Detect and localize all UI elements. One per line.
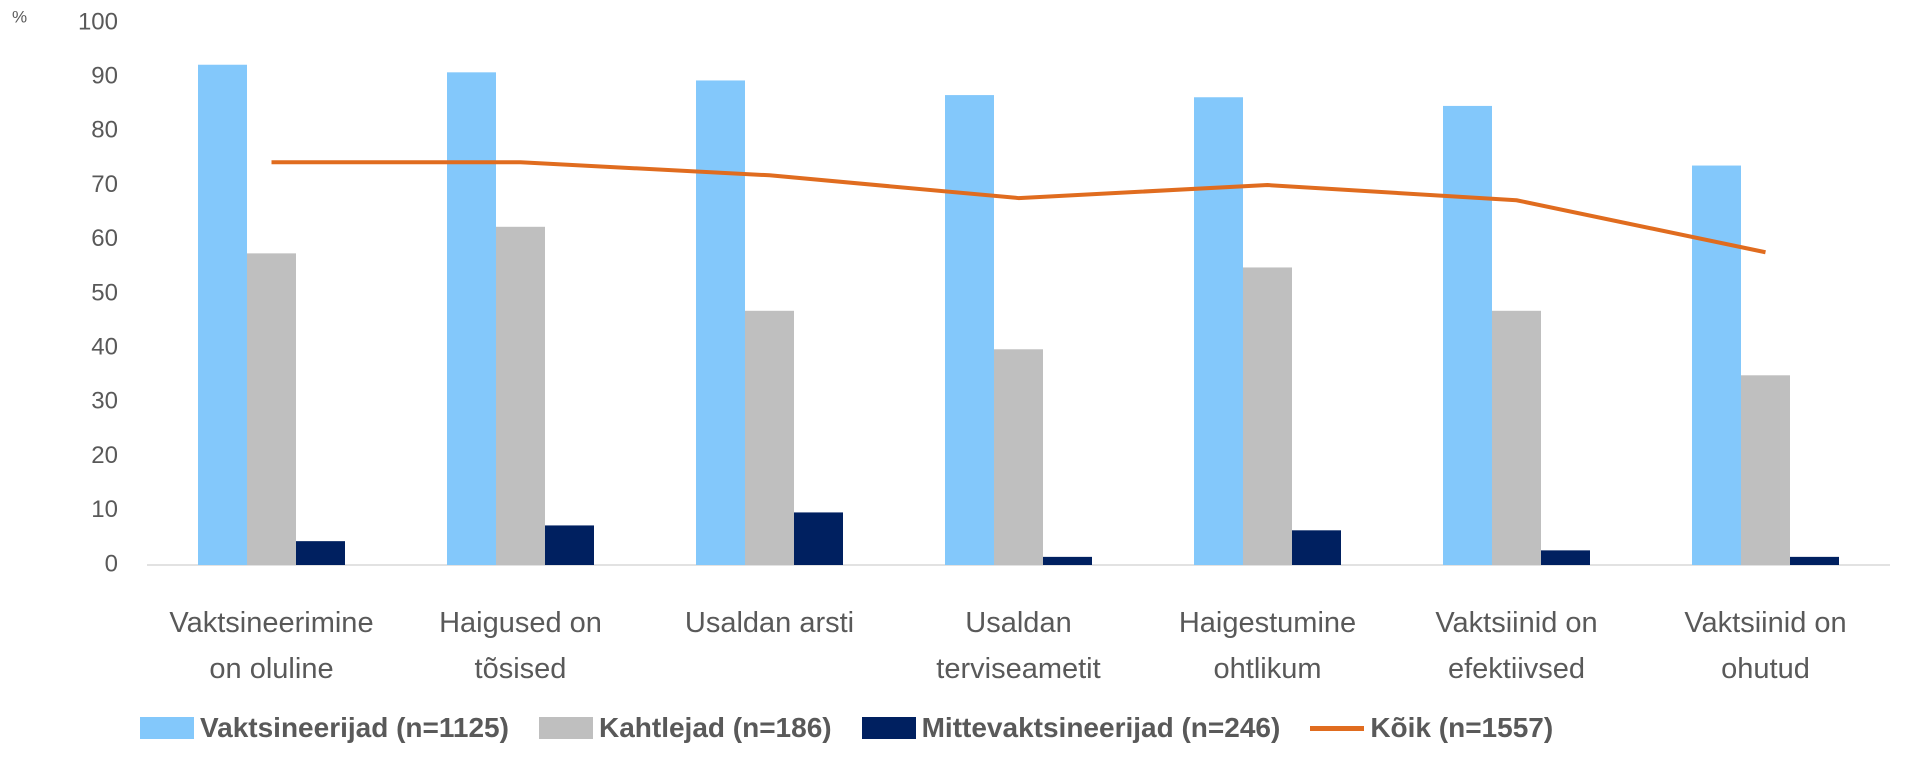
- legend-item: Kõik (n=1557): [1310, 712, 1553, 744]
- bar: [945, 95, 994, 565]
- y-tick-label: 0: [105, 550, 118, 577]
- bar: [1741, 375, 1790, 565]
- y-tick-label: 40: [91, 334, 118, 361]
- bar: [545, 525, 594, 565]
- y-tick-label: 10: [91, 496, 118, 523]
- x-tick-label: Haigused on tõsised: [439, 607, 602, 685]
- bar: [198, 64, 247, 565]
- legend-item: Vaktsineerijad (n=1125): [140, 712, 509, 744]
- legend-swatch: [1310, 725, 1365, 731]
- bar: [447, 72, 496, 566]
- bar: [745, 310, 794, 565]
- bar: [1292, 530, 1341, 565]
- legend-label: Vaktsineerijad (n=1125): [200, 712, 509, 743]
- bar: [994, 349, 1043, 565]
- legend: Vaktsineerijad (n=1125) Kahtlejad (n=186)…: [140, 712, 1583, 744]
- x-tick-label: Haigestumine ohtlikum: [1178, 607, 1357, 685]
- x-tick-label: Usaldan terviseametit: [936, 607, 1101, 685]
- y-tick-label: 70: [91, 171, 118, 198]
- legend-swatch: [538, 717, 593, 739]
- x-tick-label: Usaldan arsti: [684, 607, 855, 639]
- x-tick-label: Vaktsineerimine on oluline: [169, 607, 374, 685]
- y-tick-label: 90: [91, 63, 118, 90]
- bar: [296, 541, 345, 565]
- bar: [247, 253, 296, 565]
- legend-swatch: [861, 717, 916, 739]
- bar: [496, 226, 545, 566]
- y-tick-label: 100: [78, 8, 118, 35]
- y-tick-label: 60: [91, 225, 118, 252]
- legend-item: Mittevaktsineerijad (n=246): [861, 712, 1281, 744]
- bar: [1243, 267, 1292, 565]
- legend-swatch: [140, 717, 194, 739]
- bar: [1043, 556, 1092, 565]
- line: [271, 160, 1766, 255]
- y-axis-label: %: [12, 7, 27, 26]
- bar: [1790, 556, 1839, 565]
- bar: [1194, 97, 1243, 565]
- bar: [696, 80, 745, 566]
- bar: [1443, 105, 1492, 566]
- legend-label: Kõik (n=1557): [1370, 712, 1554, 743]
- bar: [1492, 310, 1541, 565]
- x-tick-label: Vaktsiinid on ohutud: [1684, 607, 1847, 685]
- x-tick-label: Vaktsiinid on efektiivsed: [1435, 607, 1598, 685]
- y-tick-label: 20: [91, 442, 118, 469]
- y-tick-label: 30: [91, 388, 118, 415]
- bar: [794, 512, 843, 565]
- legend-item: Kahtlejad (n=186): [538, 712, 832, 744]
- bar: [1541, 550, 1590, 565]
- bar: [1692, 165, 1741, 565]
- legend-label: Mittevaktsineerijad (n=246): [921, 712, 1281, 743]
- y-tick-label: 80: [91, 117, 118, 144]
- y-tick-label: 50: [91, 279, 118, 306]
- legend-label: Kahtlejad (n=186): [598, 712, 832, 743]
